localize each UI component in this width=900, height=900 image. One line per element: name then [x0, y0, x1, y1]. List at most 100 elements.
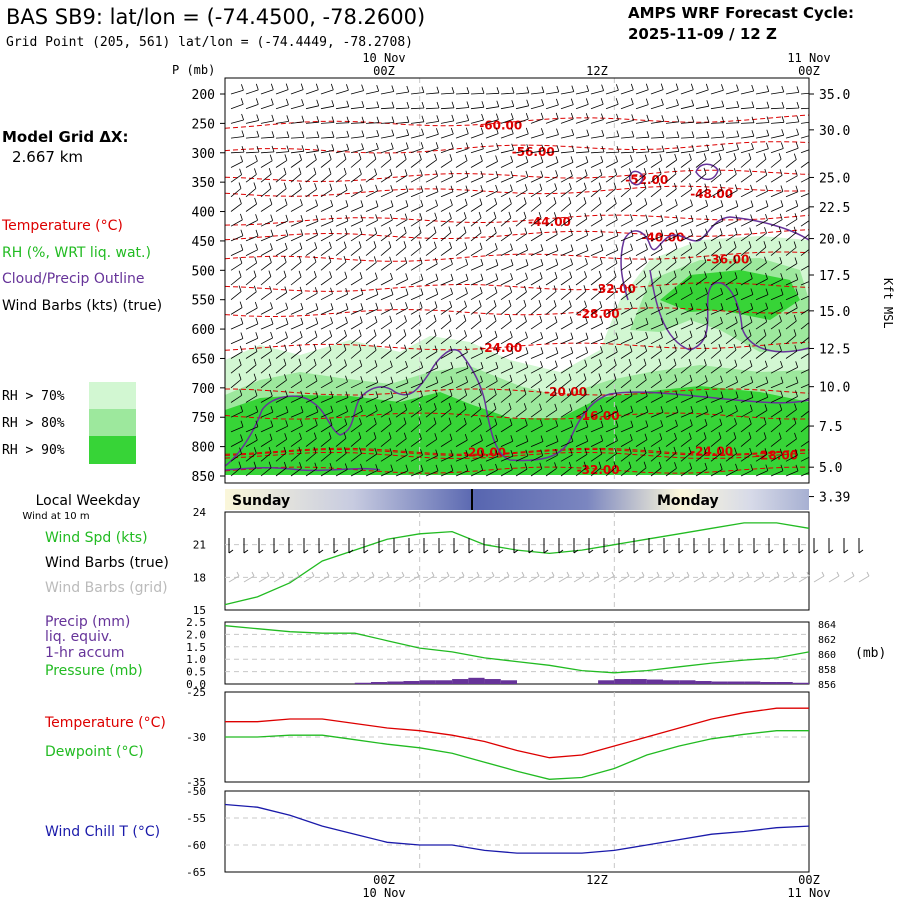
wind-barb — [290, 242, 303, 256]
precip-bar — [663, 680, 680, 684]
wind-barb — [305, 405, 319, 418]
wind-barb — [350, 404, 363, 418]
wind-barb — [395, 376, 409, 389]
wind-barb — [260, 302, 273, 315]
pressure-tick-label: 500 — [192, 264, 215, 279]
top-hour-label-3: 00Z — [798, 64, 820, 78]
wind-barb — [695, 167, 707, 183]
temperature-contour — [225, 307, 809, 318]
grid-wind-barb — [498, 571, 510, 583]
wind-barb — [350, 100, 365, 110]
wind-barb — [365, 344, 377, 359]
y-tick-label: 15 — [193, 604, 206, 617]
wind-barb — [365, 184, 378, 198]
temperature-contour — [225, 412, 809, 420]
wind-barb — [770, 226, 782, 242]
height-tick-label: 7.5 — [819, 420, 842, 435]
wind-barb — [575, 156, 589, 168]
surface-wind-barb — [258, 538, 264, 554]
grid-wind-barb — [648, 571, 660, 583]
wind-barb — [725, 288, 739, 301]
wind-barb — [335, 329, 347, 345]
wind-barb — [275, 83, 289, 95]
wind-barb — [755, 329, 767, 345]
wind-barb — [635, 229, 649, 242]
wind-barb — [335, 100, 350, 110]
wind-barb — [500, 388, 512, 403]
wind-barb — [335, 228, 348, 242]
wind-barb — [545, 300, 557, 315]
wind-barb — [635, 145, 650, 154]
wind-barb — [365, 142, 379, 154]
wind-barb — [365, 447, 378, 462]
wind-barb — [635, 373, 647, 389]
wind-barb — [545, 347, 559, 359]
wind-barb — [755, 85, 770, 95]
wind-barb — [695, 343, 707, 359]
wind-barb — [770, 390, 784, 403]
wind-barb — [260, 243, 273, 256]
wind-barb — [395, 200, 409, 212]
wind-barb — [560, 420, 574, 433]
wind-barb — [380, 464, 394, 477]
wind-barb — [575, 420, 589, 433]
wind-barb — [575, 285, 587, 301]
wind-barb — [455, 127, 469, 139]
wind-barb — [485, 346, 499, 359]
wind-barb — [590, 373, 602, 389]
y-tick-label: 1.0 — [186, 653, 206, 666]
wind-barb — [680, 215, 694, 227]
wind-barb — [350, 84, 364, 95]
wind-barb — [695, 116, 710, 124]
wind-barb — [380, 85, 395, 95]
wind-barb — [770, 129, 785, 139]
wind-barb — [620, 243, 633, 256]
grid-wind-barb — [228, 571, 240, 583]
wind-barb — [755, 417, 767, 433]
wind-barb — [275, 302, 289, 315]
wind-barb — [305, 242, 318, 256]
wind-barb — [500, 197, 512, 212]
cloud-outline — [225, 163, 809, 472]
wind-barb — [605, 420, 619, 433]
wind-barb — [230, 405, 244, 418]
wind-barb — [275, 390, 288, 403]
wind-barb — [425, 101, 440, 110]
wind-barb — [395, 213, 408, 227]
wind-barb — [245, 145, 260, 154]
wind-barb — [725, 84, 739, 95]
wind-barb — [245, 420, 259, 433]
sounding-grid — [419, 78, 615, 483]
wind-barb — [275, 344, 287, 359]
wind-barb — [395, 417, 407, 433]
wind-barb — [740, 168, 752, 183]
wind-barb — [455, 346, 468, 359]
wind-barb — [335, 359, 347, 374]
wind-barb — [320, 228, 333, 242]
top-date-label-3: 11 Nov — [787, 51, 830, 65]
wind-barb — [395, 101, 410, 110]
wind-barb — [380, 129, 395, 139]
wind-barb — [350, 214, 364, 227]
wind-barb — [620, 389, 633, 403]
grid-wind-barb — [618, 571, 630, 583]
wind-barb — [320, 330, 333, 345]
wind-barb — [410, 101, 425, 110]
wind-barb — [740, 316, 753, 330]
wind-barb — [680, 330, 693, 345]
wind-barb — [575, 145, 590, 154]
surface-wind-barb — [708, 538, 714, 554]
wind-barb — [530, 258, 544, 271]
wind-barb — [590, 461, 602, 477]
wind-barb — [725, 152, 737, 168]
wind-barb — [455, 314, 467, 330]
wind-barb — [710, 84, 724, 95]
temp-label: Temperature (°C) — [44, 715, 166, 731]
wind-barb — [755, 464, 769, 477]
y-tick-label: 0.0 — [186, 678, 206, 691]
temperature-contour — [225, 169, 809, 182]
wind-barb — [800, 220, 809, 227]
wind-barb — [695, 375, 708, 389]
wind-barb — [710, 329, 722, 345]
wind-barb — [440, 142, 454, 154]
